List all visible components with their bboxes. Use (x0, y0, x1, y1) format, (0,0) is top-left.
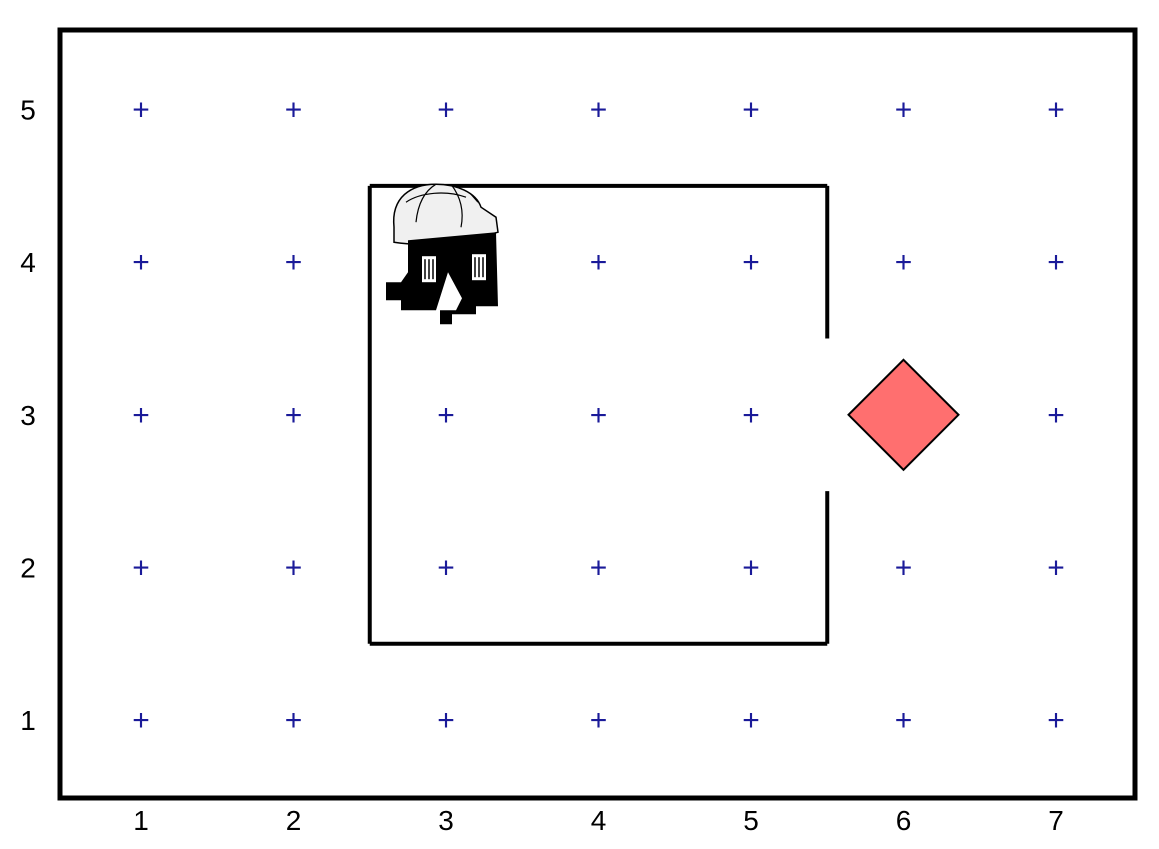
column-label: 3 (438, 805, 454, 836)
grid-marker: + (132, 704, 150, 737)
grid-marker: + (437, 399, 455, 432)
grid-marker: + (742, 704, 760, 737)
grid-marker: + (1047, 704, 1065, 737)
grid-marker: + (285, 246, 303, 279)
grid-marker: + (285, 551, 303, 584)
grid-marker: + (895, 94, 913, 127)
row-label: 2 (20, 552, 36, 583)
grid-marker: + (742, 94, 760, 127)
grid-marker: + (1047, 551, 1065, 584)
grid-marker: + (895, 246, 913, 279)
world-border (57, 27, 1138, 801)
grid-marker: + (742, 551, 760, 584)
robot-helmet-icon[interactable] (386, 183, 499, 325)
row-label: 3 (20, 400, 36, 431)
column-label: 5 (743, 805, 759, 836)
row-label: 4 (20, 247, 36, 278)
grid-marker: + (132, 246, 150, 279)
goal-diamond-icon (847, 358, 960, 472)
grid-marker: + (132, 94, 150, 127)
grid-marker: + (742, 246, 760, 279)
grid-marker: + (1047, 246, 1065, 279)
grid-marker: + (1047, 94, 1065, 127)
grid-marker: + (285, 399, 303, 432)
grid-marker: + (590, 551, 608, 584)
grid-marker: + (132, 551, 150, 584)
grid-marker: + (437, 551, 455, 584)
column-label: 2 (286, 805, 302, 836)
grid-marker: + (437, 704, 455, 737)
column-label: 7 (1048, 805, 1064, 836)
col-labels: 1 2 3 4 5 6 7 (133, 805, 1064, 836)
row-labels: 5 4 3 2 1 (20, 95, 36, 736)
grid-marker: + (590, 94, 608, 127)
grid-marker: + (285, 94, 303, 127)
grid-marker: + (590, 704, 608, 737)
grid-marker: + (132, 399, 150, 432)
column-label: 1 (133, 805, 149, 836)
row-label: 1 (20, 705, 36, 736)
grid-marker: + (742, 399, 760, 432)
grid-marker: + (590, 399, 608, 432)
row-label: 5 (20, 95, 36, 126)
grid-marker: + (1047, 399, 1065, 432)
column-label: 4 (591, 805, 607, 836)
grid-marker: + (285, 704, 303, 737)
grid-marker: + (437, 94, 455, 127)
grid-marker: + (895, 704, 913, 737)
grid-marker: + (590, 246, 608, 279)
grid-marker: + (895, 551, 913, 584)
column-label: 6 (896, 805, 912, 836)
